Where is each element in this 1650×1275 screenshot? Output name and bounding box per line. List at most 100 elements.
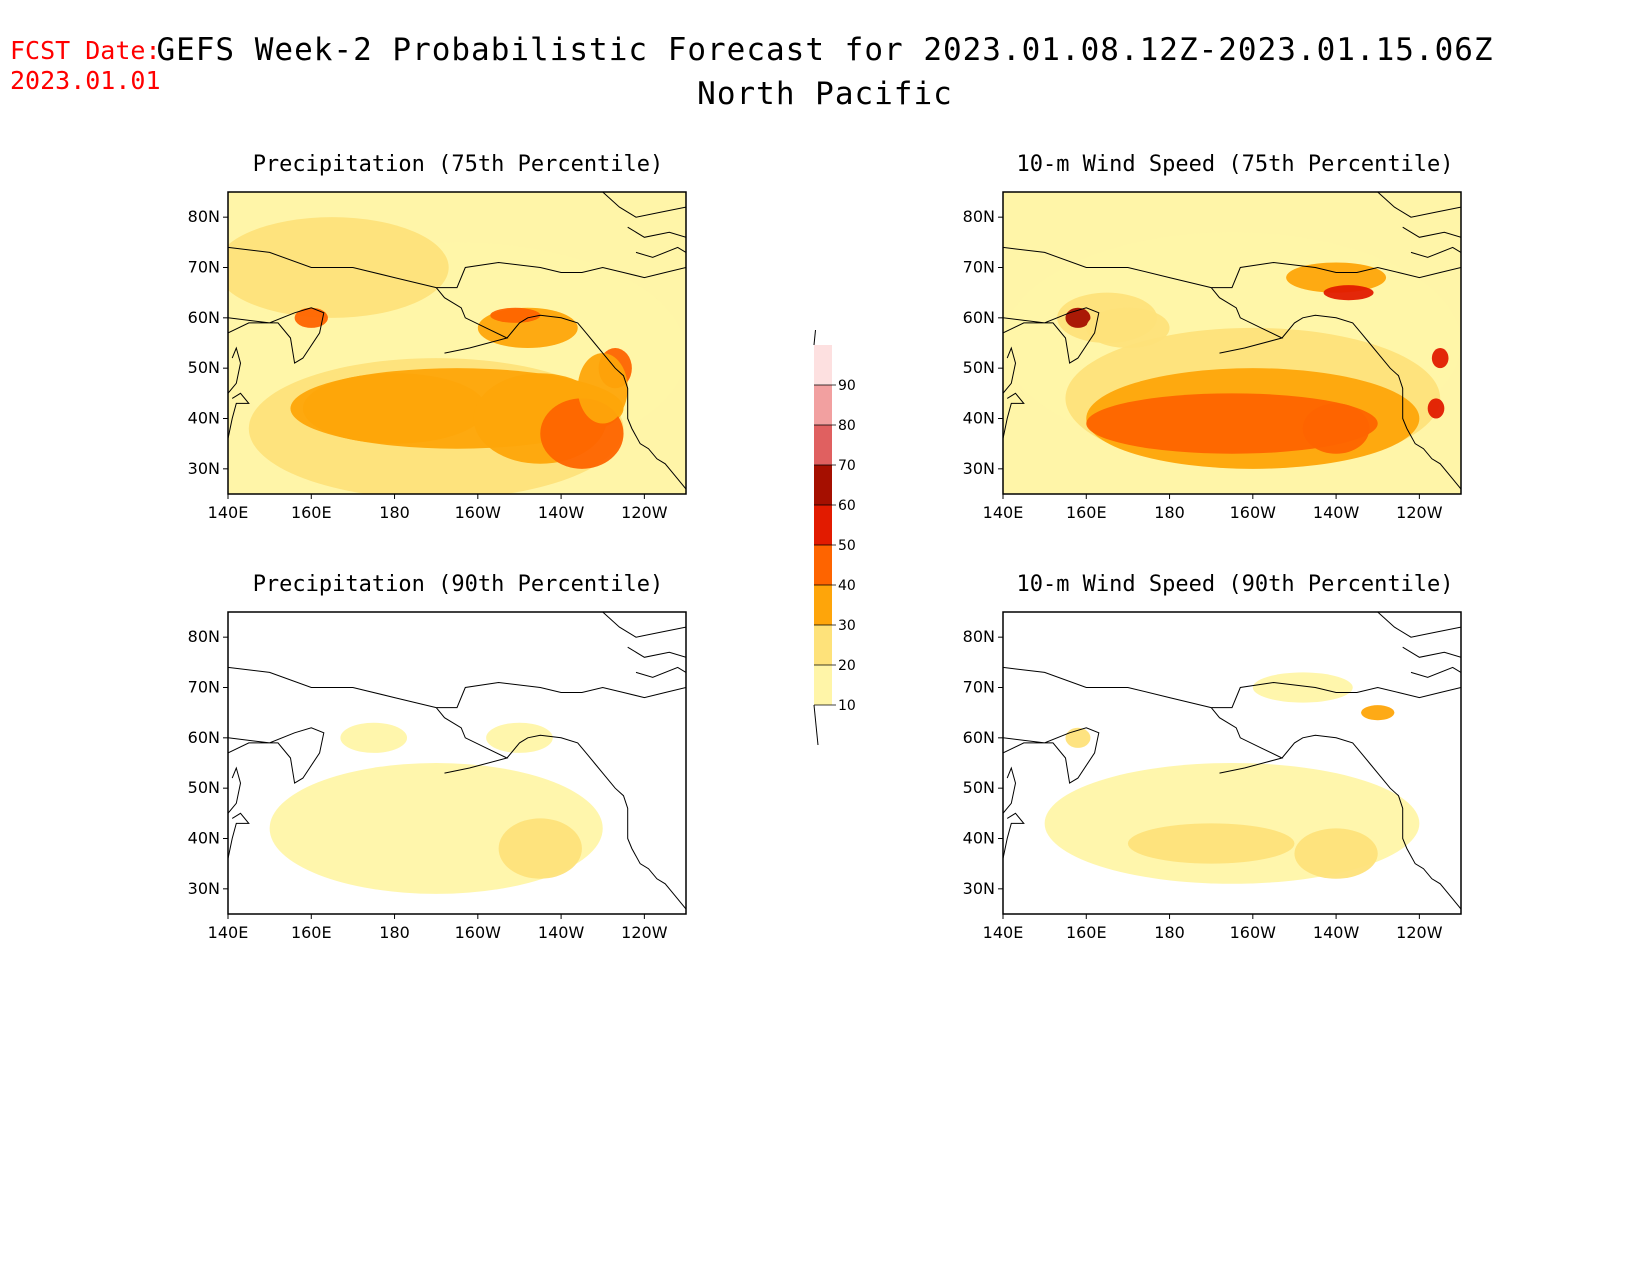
lat-label: 40N xyxy=(188,829,220,848)
coastline xyxy=(1281,314,1461,490)
probability-contour xyxy=(1302,403,1370,454)
colorbar-label: 60 xyxy=(838,498,856,514)
lon-label: 180 xyxy=(1154,503,1185,520)
coastline xyxy=(635,246,686,258)
lat-label: 80N xyxy=(188,207,220,226)
colorbar-swatch xyxy=(814,585,832,625)
lat-label: 30N xyxy=(188,459,220,478)
lat-label: 70N xyxy=(963,258,995,277)
map-panel-precip-90: 80N 70N 60N 50N 40N 30N 140E 160E 180 160W 140W 120… xyxy=(188,611,687,940)
lon-label: 160E xyxy=(291,923,332,940)
lat-label: 50N xyxy=(188,358,220,377)
colorbar-label: 30 xyxy=(838,618,856,634)
coastline xyxy=(228,812,250,859)
coastline xyxy=(627,646,686,658)
colorbar-swatch xyxy=(814,505,832,545)
coastline xyxy=(602,612,686,638)
fcst-date-caption: FCST Date: xyxy=(10,36,161,65)
coastline xyxy=(627,226,686,238)
coastline xyxy=(228,307,325,364)
lon-label: 140W xyxy=(1313,923,1360,940)
map-panel-wind-90: 80N 70N 60N 50N 40N 30N 140E 160E 180 160W 140W 120… xyxy=(963,611,1462,940)
coastline xyxy=(506,314,686,490)
probability-contour xyxy=(1323,285,1374,301)
lat-label: 60N xyxy=(963,728,995,747)
coastline xyxy=(228,192,437,289)
colorbar-swatch xyxy=(814,425,832,465)
lat-label: 50N xyxy=(963,358,995,377)
lon-label: 140W xyxy=(538,923,585,940)
map-panel-wind-75: 80N 70N 60N 50N 40N 30N 140E 160E 180 160W 140W 120… xyxy=(963,191,1462,520)
panel-title-wind-75: 10-m Wind Speed (75th Percentile) xyxy=(1016,152,1454,177)
probability-contour xyxy=(1294,828,1378,879)
map-frame xyxy=(1002,191,1462,495)
lat-label: 70N xyxy=(963,678,995,697)
lon-label: 140E xyxy=(983,923,1024,940)
lon-label: 140E xyxy=(208,923,249,940)
colorbar-label: 40 xyxy=(838,578,856,594)
coastline xyxy=(1211,261,1461,289)
lon-label: 160W xyxy=(1230,923,1277,940)
lat-label: 30N xyxy=(963,459,995,478)
colorbar-swatch xyxy=(814,545,832,585)
coastline xyxy=(228,727,325,784)
colorbar-swatch xyxy=(814,465,832,505)
coastline xyxy=(1281,734,1461,910)
lon-label: 160E xyxy=(1066,923,1107,940)
coastline xyxy=(228,766,242,814)
lon-label: 140E xyxy=(208,503,249,520)
coastline xyxy=(1377,192,1461,218)
lat-label: 80N xyxy=(188,627,220,646)
colorbar-label: 90 xyxy=(838,378,856,394)
probability-contour xyxy=(1086,307,1170,349)
coastline xyxy=(1210,287,1284,354)
probability-contour xyxy=(1361,705,1395,721)
panel-title-precip-75: Precipitation (75th Percentile) xyxy=(252,152,664,177)
panel-title-precip-90: Precipitation (90th Percentile) xyxy=(252,572,664,597)
coastline xyxy=(1210,707,1284,774)
region-title: North Pacific xyxy=(697,76,953,112)
lon-label: 180 xyxy=(379,503,410,520)
lon-label: 160E xyxy=(291,503,332,520)
coastline xyxy=(602,192,686,218)
lat-label: 70N xyxy=(188,678,220,697)
coastline xyxy=(1003,346,1017,394)
coastline xyxy=(228,612,437,709)
probability-contour xyxy=(340,722,408,753)
coastline xyxy=(1003,727,1100,784)
lon-label: 140W xyxy=(538,503,585,520)
colorbar-end xyxy=(813,704,819,746)
colorbar-label: 10 xyxy=(838,698,856,714)
colorbar-swatch xyxy=(814,665,832,705)
colorbar-label: 50 xyxy=(838,538,856,554)
lat-label: 40N xyxy=(188,409,220,428)
lat-label: 30N xyxy=(188,879,220,898)
probability-contour xyxy=(1065,727,1091,748)
probability-contour xyxy=(1431,348,1449,369)
probability-contour xyxy=(302,373,487,444)
lon-label: 140E xyxy=(983,503,1024,520)
probability-contour xyxy=(577,353,628,424)
lon-label: 160E xyxy=(1066,503,1107,520)
colorbar-label: 20 xyxy=(838,658,856,674)
coastline xyxy=(1410,246,1461,258)
coastline xyxy=(435,287,509,354)
lat-label: 60N xyxy=(188,728,220,747)
coastline xyxy=(1003,766,1017,814)
lat-label: 80N xyxy=(963,207,995,226)
colorbar-swatch xyxy=(814,385,832,425)
coastline xyxy=(1410,666,1461,678)
colorbar-swatch xyxy=(814,345,832,385)
coastline xyxy=(506,734,686,910)
lat-label: 40N xyxy=(963,829,995,848)
coastline xyxy=(1003,307,1100,364)
probability-contour xyxy=(498,818,582,879)
lat-label: 30N xyxy=(963,879,995,898)
lon-label: 180 xyxy=(379,923,410,940)
lat-label: 60N xyxy=(188,308,220,327)
probability-contour xyxy=(490,307,541,323)
lon-label: 120W xyxy=(621,503,668,520)
map-panel-precip-75: 80N 70N 60N 50N 40N 30N 140E 160E 180 160W 140W 120… xyxy=(188,191,687,520)
page-title: GEFS Week-2 Probabilistic Forecast for 2… xyxy=(156,32,1494,68)
lon-label: 140W xyxy=(1313,503,1360,520)
